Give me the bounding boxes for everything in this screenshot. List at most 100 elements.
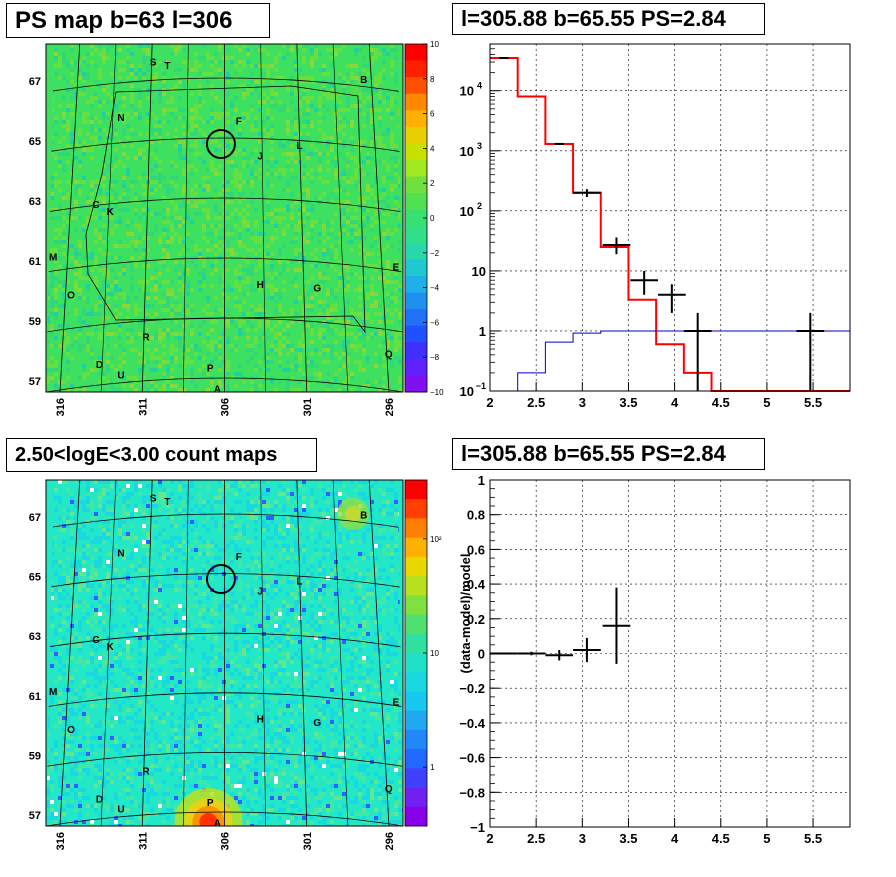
map-pixel	[130, 592, 134, 596]
map-pixel	[190, 92, 194, 96]
map-pixel	[114, 280, 118, 284]
map-pixel	[358, 664, 362, 668]
map-pixel	[302, 208, 306, 212]
map-pixel	[250, 272, 254, 276]
map-pixel	[262, 336, 266, 340]
map-pixel	[350, 312, 354, 316]
map-pixel	[394, 48, 398, 52]
map-pixel	[166, 628, 170, 632]
map-pixel	[170, 44, 174, 48]
map-pixel	[206, 176, 210, 180]
map-pixel	[102, 620, 106, 624]
map-pixel	[354, 488, 358, 492]
map-pixel	[266, 136, 270, 140]
map-pixel	[158, 484, 162, 488]
map-pixel	[350, 80, 354, 84]
map-pixel	[306, 356, 310, 360]
map-pixel	[154, 284, 158, 288]
map-pixel	[150, 180, 154, 184]
map-pixel	[290, 592, 294, 596]
map-pixel	[322, 152, 326, 156]
map-pixel	[298, 604, 302, 608]
map-pixel	[246, 612, 250, 616]
map-pixel	[210, 508, 214, 512]
map-pixel	[258, 260, 262, 264]
map-pixel	[66, 324, 70, 328]
map-pixel	[222, 560, 226, 564]
map-pixel	[322, 352, 326, 356]
map-pixel	[274, 172, 278, 176]
map-pixel	[150, 68, 154, 72]
map-pixel	[122, 208, 126, 212]
map-pixel	[386, 96, 390, 100]
map-pixel	[166, 208, 170, 212]
map-pixel	[266, 480, 270, 484]
map-pixel	[198, 628, 202, 632]
map-pixel	[322, 232, 326, 236]
map-pixel	[330, 660, 334, 664]
colorbar-cell	[405, 110, 427, 127]
map-pixel	[234, 536, 238, 540]
map-pixel	[242, 156, 246, 160]
map-pixel	[118, 220, 122, 224]
map-pixel	[118, 584, 122, 588]
map-pixel	[114, 308, 118, 312]
map-pixel	[98, 588, 102, 592]
map-pixel	[326, 220, 330, 224]
map-pixel	[174, 84, 178, 88]
map-pixel	[374, 304, 378, 308]
map-pixel	[170, 656, 174, 660]
map-pixel	[342, 308, 346, 312]
map-pixel	[214, 348, 218, 352]
map-pixel	[278, 380, 282, 384]
map-pixel	[142, 48, 146, 52]
map-pixel	[246, 248, 250, 252]
map-pixel	[310, 488, 314, 492]
map-pixel	[150, 168, 154, 172]
map-pixel	[186, 532, 190, 536]
map-pixel	[242, 608, 246, 612]
map-pixel	[362, 352, 366, 356]
map-pixel	[174, 572, 178, 576]
map-pixel	[106, 84, 110, 88]
map-pixel	[390, 44, 394, 48]
map-pixel	[210, 240, 214, 244]
map-pixel	[274, 312, 278, 316]
map-pixel	[370, 224, 374, 228]
map-pixel	[74, 660, 78, 664]
map-pixel	[262, 556, 266, 560]
map-pixel	[266, 592, 270, 596]
map-pixel	[114, 164, 118, 168]
map-pixel	[130, 256, 134, 260]
map-pixel	[258, 312, 262, 316]
map-pixel	[102, 604, 106, 608]
map-pixel	[250, 628, 254, 632]
map-pixel	[182, 628, 186, 632]
map-pixel	[290, 628, 294, 632]
map-pixel	[322, 104, 326, 108]
map-pixel	[294, 92, 298, 96]
map-pixel	[126, 504, 130, 508]
map-pixel	[218, 72, 222, 76]
map-pixel	[142, 528, 146, 532]
map-pixel	[326, 588, 330, 592]
map-pixel	[306, 232, 310, 236]
map-pixel	[62, 148, 66, 152]
map-pixel	[122, 68, 126, 72]
map-pixel	[326, 160, 330, 164]
map-pixel	[294, 652, 298, 656]
map-pixel	[138, 96, 142, 100]
map-pixel	[78, 644, 82, 648]
map-pixel	[178, 388, 182, 392]
map-pixel	[322, 340, 326, 344]
map-pixel	[226, 92, 230, 96]
map-pixel	[170, 160, 174, 164]
map-pixel	[286, 368, 290, 372]
map-pixel	[98, 496, 102, 500]
map-pixel	[206, 484, 210, 488]
map-pixel	[350, 248, 354, 252]
map-pixel	[98, 76, 102, 80]
map-pixel	[206, 300, 210, 304]
map-pixel	[142, 556, 146, 560]
